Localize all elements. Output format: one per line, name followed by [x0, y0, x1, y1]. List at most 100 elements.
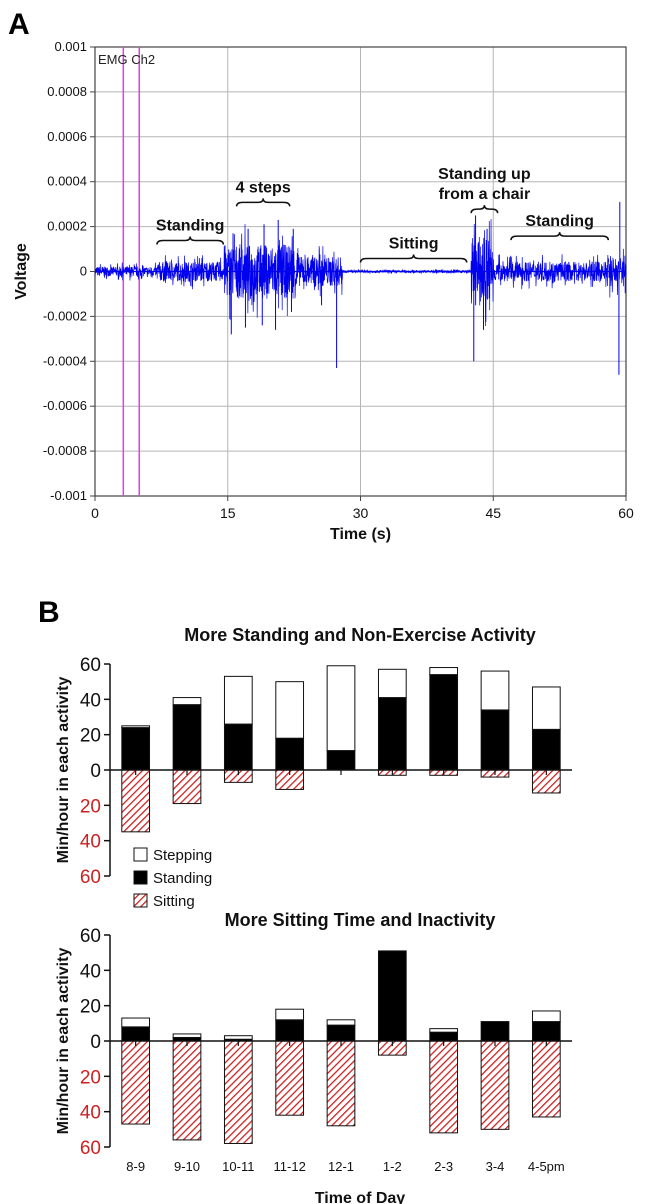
bar-standing-7: [480, 1021, 510, 1042]
bar-stepping-4: [326, 665, 356, 752]
y-tick-label-3: 0: [90, 1032, 101, 1053]
series-label: EMG Ch2: [98, 52, 155, 67]
y-tick-label-2: 0.0006: [47, 129, 87, 144]
y-tick-label-10: -0.001: [50, 488, 87, 503]
bar-standing-8: [531, 728, 561, 771]
bar-standing-1: [172, 704, 202, 771]
bar-standing-3: [275, 737, 305, 771]
bar-stepping-6: [429, 667, 459, 676]
x-tick-label-6: 2-3: [434, 1159, 453, 1174]
y-tick-label-5: 40: [80, 1103, 101, 1124]
bar-sitting-8: [531, 1040, 561, 1118]
y-tick-label-2: 20: [80, 997, 101, 1018]
bar-chart-more-standing: More Standing and Non-Exercise Activity 6…: [55, 625, 572, 888]
bar-standing-7: [480, 709, 510, 771]
x-tick-label-1: 9-10: [174, 1159, 200, 1174]
y-tick-label-2: 20: [80, 726, 101, 747]
y-tick-label-7: -0.0004: [43, 353, 87, 368]
x-tick-label-2: 30: [353, 505, 369, 521]
panel-a-letter: A: [8, 8, 30, 41]
bar-standing-2: [223, 723, 253, 771]
annotation-label-1: 4 steps: [236, 179, 291, 196]
annotation-label-3-line-0: Standing up: [438, 166, 531, 183]
y-tick-label-4: 0.0002: [47, 219, 87, 234]
y-tick-label-0: 60: [80, 926, 101, 947]
y-tick-label-6: 60: [80, 867, 101, 888]
bar-standing-6: [429, 1031, 459, 1042]
bar-chart-more-sitting: More Sitting Time and Inactivity 60 40 20 0 2…: [55, 910, 572, 1204]
legend-label-sitting: Sitting: [153, 893, 195, 910]
y-tick-label-0: 0.001: [54, 39, 87, 54]
legend-label-stepping: Stepping: [153, 847, 212, 864]
legend-swatch-sitting: [133, 893, 148, 908]
bar-stepping-3: [275, 1008, 305, 1021]
annotation-label-0: Standing: [156, 218, 224, 235]
y-tick-label-3: 0: [90, 761, 101, 782]
x-tick-label-1: 15: [220, 505, 236, 521]
bar-stepping-5: [377, 668, 407, 699]
annotation-label-2: Sitting: [389, 236, 439, 253]
y-tick-label-1: 40: [80, 961, 101, 982]
y-tick-label-4: 20: [80, 796, 101, 817]
bar-standing-5: [377, 697, 407, 771]
x-axis-title: Time of Day: [315, 1190, 406, 1204]
y-tick-label-4: 20: [80, 1067, 101, 1088]
legend-label-standing: Standing: [153, 870, 212, 887]
annotation-brace-4: [510, 232, 610, 241]
y-axis-title: Min/hour in each activity: [55, 677, 72, 864]
bar-sitting-2: [223, 1040, 253, 1144]
bar-stepping-0: [121, 1017, 151, 1028]
bar-standing-0: [121, 1026, 151, 1042]
legend-swatch-stepping: [133, 847, 148, 862]
bar-stepping-6: [429, 1028, 459, 1033]
bar-sitting-6: [429, 1040, 459, 1134]
bar-stepping-1: [172, 697, 202, 706]
bar-stepping-2: [223, 675, 253, 725]
x-tick-label-3: 11-12: [274, 1159, 306, 1174]
annotation-brace-0: [156, 236, 225, 245]
activity-legend: Stepping Standing Sitting: [133, 847, 212, 910]
legend-swatch-standing: [133, 870, 148, 885]
x-tick-label-0: 0: [91, 505, 99, 521]
annotation-brace-3: [470, 205, 499, 214]
y-tick-label-1: 0.0008: [47, 84, 87, 99]
chart-title: More Sitting Time and Inactivity: [225, 910, 496, 930]
x-tick-label-4: 12-1: [328, 1159, 354, 1174]
x-tick-label-5: 1-2: [383, 1159, 402, 1174]
y-tick-label-6: -0.0002: [43, 308, 87, 323]
bar-stepping-8: [531, 686, 561, 730]
y-tick-label-8: -0.0006: [43, 398, 87, 413]
y-tick-label-0: 60: [80, 655, 101, 676]
chart-title: More Standing and Non-Exercise Activity: [184, 625, 535, 645]
bar-sitting-1: [172, 769, 202, 805]
x-tick-label-8: 4-5pm: [528, 1159, 565, 1174]
bar-standing-6: [429, 674, 459, 771]
bar-stepping-7: [480, 670, 510, 711]
y-tick-label-6: 60: [80, 1138, 101, 1159]
bar-sitting-0: [121, 769, 151, 833]
bar-sitting-3: [275, 1040, 305, 1116]
emg-chart: EMG Ch2 0 15 30 45 60 0.001 0.0008 0.0006 0.0004 0…: [13, 39, 634, 543]
y-tick-label-1: 40: [80, 690, 101, 711]
annotation-label-3-line-1: from a chair: [439, 186, 531, 203]
x-tick-label-2: 10-11: [222, 1159, 254, 1174]
bar-sitting-4: [326, 1040, 356, 1127]
x-tick-label-0: 8-9: [126, 1159, 145, 1174]
x-tick-label-4: 60: [618, 505, 634, 521]
y-tick-label-9: -0.0008: [43, 443, 87, 458]
panel-b-letter: B: [38, 596, 60, 629]
bar-stepping-0: [121, 725, 151, 729]
y-tick-label-5: 0: [80, 264, 87, 279]
bar-stepping-3: [275, 681, 305, 739]
y-tick-label-5: 40: [80, 832, 101, 853]
bar-sitting-7: [480, 1040, 510, 1130]
bar-stepping-2: [223, 1035, 253, 1040]
y-tick-label-3: 0.0004: [47, 174, 87, 189]
annotation-brace-1: [235, 198, 291, 207]
bar-stepping-4: [326, 1019, 356, 1026]
bar-standing-5: [377, 950, 407, 1042]
bar-stepping-8: [531, 1010, 561, 1023]
y-axis-title: Voltage: [13, 243, 30, 300]
x-tick-label-7: 3-4: [486, 1159, 505, 1174]
